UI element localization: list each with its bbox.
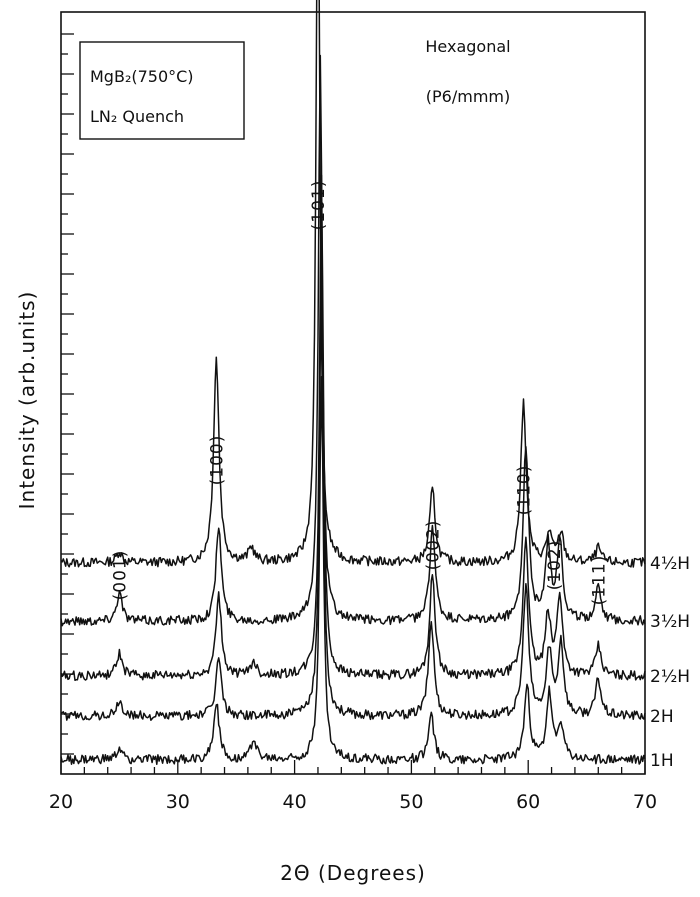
peak-label: (101): [309, 180, 329, 231]
legend-line-2: LN₂ Quench: [90, 107, 184, 126]
structure-annotation-line-1: Hexagonal: [425, 37, 510, 56]
peak-label: (001): [110, 550, 130, 601]
x-tick-label: 20: [49, 791, 73, 813]
series-line: [60, 263, 646, 721]
legend-box-frame: [79, 41, 245, 140]
peak-label-layer: (001) (100) (101) (002) (110) (102) (111): [110, 180, 609, 606]
series-label: 2H: [650, 707, 674, 727]
series-label: 4½H: [650, 554, 690, 574]
legend-line-1: MgB₂(750°C): [90, 67, 194, 86]
peak-label: (111): [589, 555, 609, 606]
x-axis-ticks: 20 30 40 50 60 70: [49, 760, 657, 813]
series-layer: [60, 0, 646, 765]
series-label: 1H: [650, 751, 674, 771]
series-label: 2½H: [650, 667, 690, 687]
y-axis-ticks: [61, 33, 74, 755]
series-line: [60, 174, 646, 682]
x-tick-label: 60: [516, 791, 540, 813]
x-tick-label: 40: [283, 791, 307, 813]
legend-box: MgB₂(750°C) LN₂ Quench: [79, 41, 245, 140]
series-label: 3½H: [650, 612, 690, 632]
series-label-layer: 4½H 3½H 2½H 2H 1H: [650, 554, 690, 771]
x-tick-label: 30: [166, 791, 190, 813]
peak-label: (002): [423, 520, 443, 571]
series-line: [60, 375, 646, 765]
series-line: [60, 54, 646, 627]
x-tick-label: 50: [399, 791, 423, 813]
peak-label: (100): [207, 435, 227, 486]
x-axis-title: 2Θ (Degrees): [280, 861, 426, 885]
peak-label: (102): [545, 540, 565, 591]
x-tick-label: 70: [633, 791, 657, 813]
peak-label: (110): [515, 465, 535, 516]
y-axis-title: Intensity (arb.units): [15, 291, 39, 510]
structure-annotation-line-2: (P6/mmm): [426, 87, 510, 106]
plot-frame: [60, 11, 646, 775]
